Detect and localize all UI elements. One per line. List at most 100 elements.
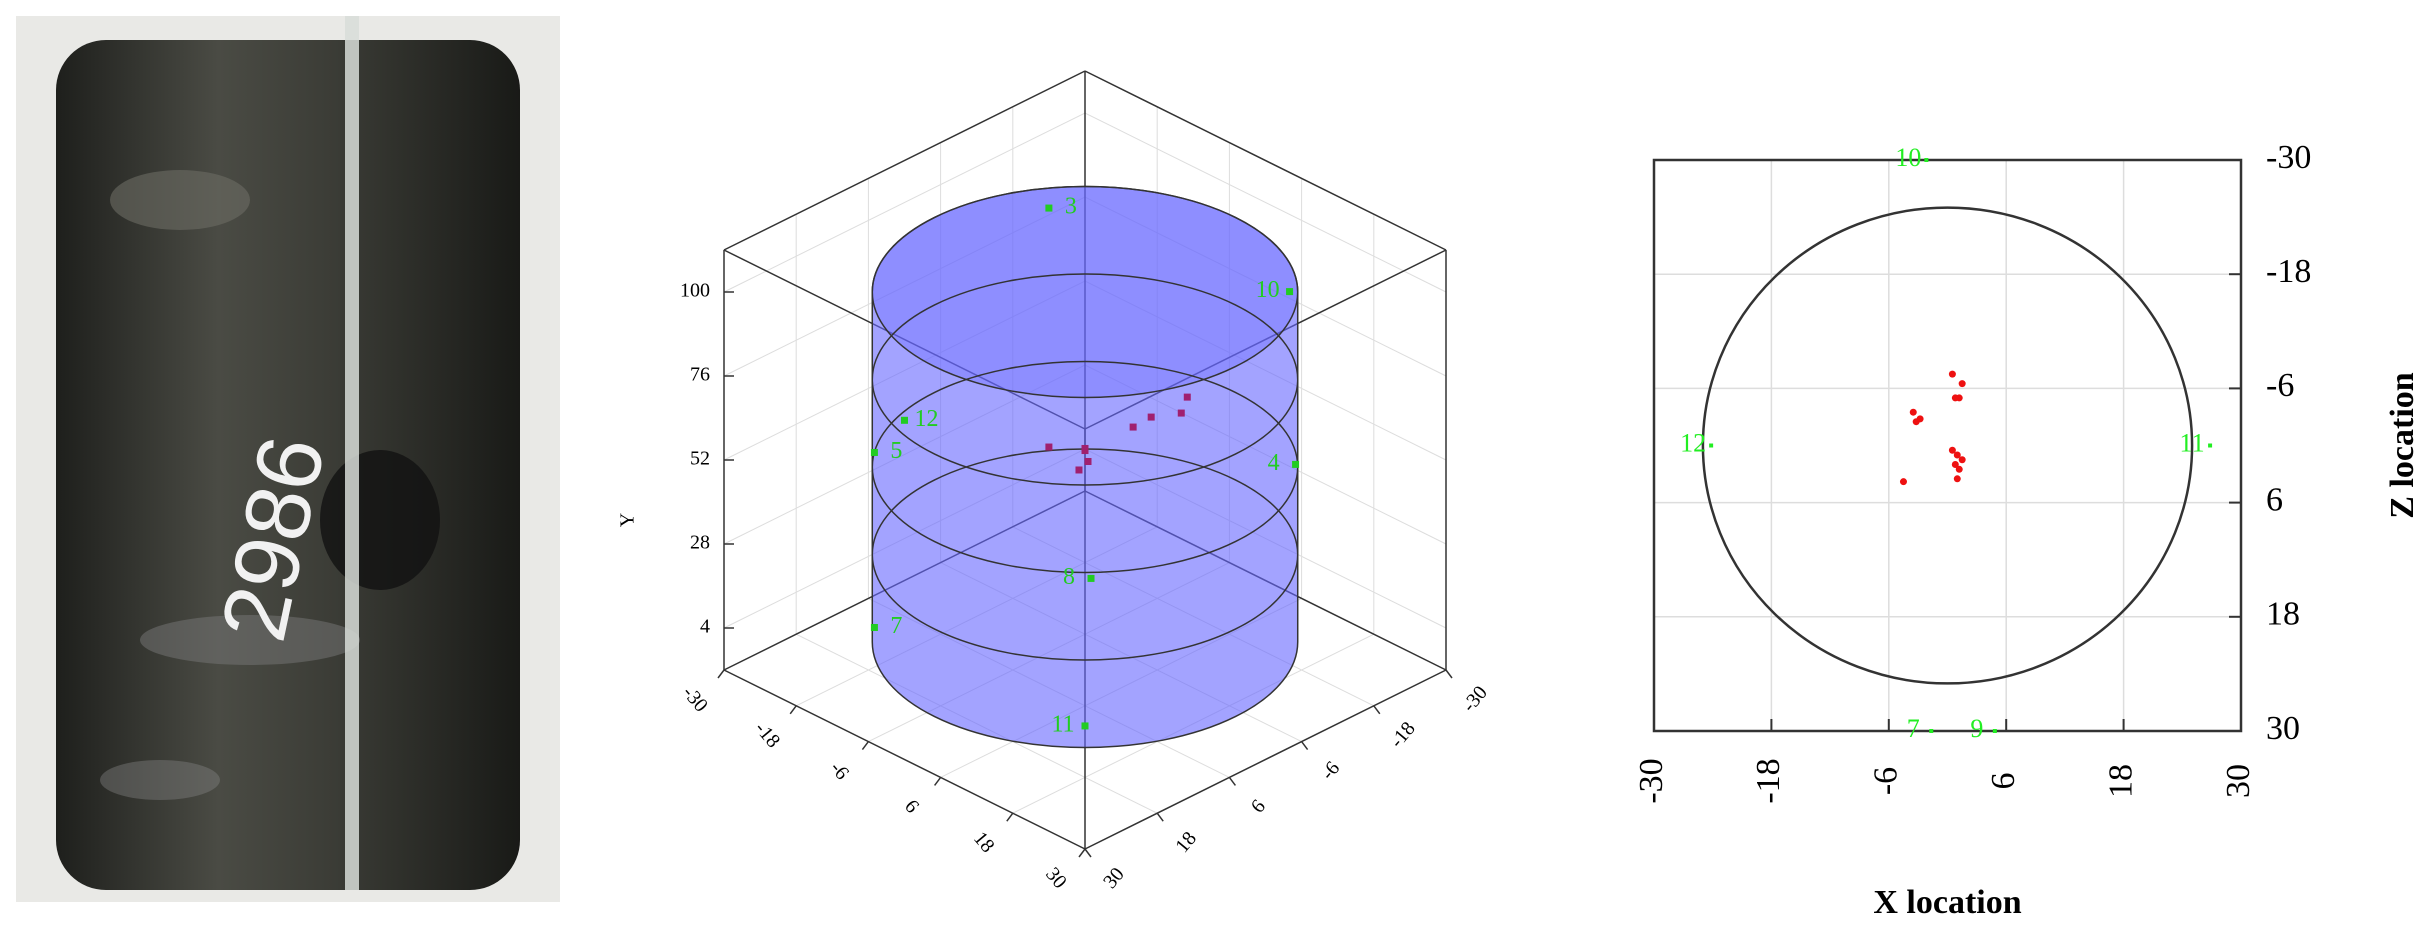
x-tick-label: -30 xyxy=(1633,758,1670,803)
marker-line xyxy=(345,16,359,890)
data-point xyxy=(1081,447,1089,455)
event xyxy=(1958,456,1966,464)
data-point xyxy=(1075,466,1083,474)
sensor-label: 7 xyxy=(1907,714,1920,743)
tick-mark xyxy=(1300,741,1309,751)
data-point xyxy=(901,416,908,424)
event xyxy=(1948,370,1956,378)
point-label: 7 xyxy=(890,613,902,639)
event xyxy=(1958,380,1966,388)
event xyxy=(1953,475,1961,483)
x-tick-label: -6 xyxy=(826,757,854,784)
sensor-label: 12 xyxy=(1680,428,1706,457)
event xyxy=(1916,415,1924,423)
z-tick-label: 30 xyxy=(1099,863,1129,892)
photo: 2986 xyxy=(16,16,560,902)
texture xyxy=(100,760,220,800)
x-tick-label: 18 xyxy=(969,828,999,857)
texture xyxy=(140,615,360,665)
sensor xyxy=(1924,158,1929,162)
z-tick-label: -30 xyxy=(1458,682,1492,717)
box-edge xyxy=(1084,70,1447,251)
x-axis-label: X location xyxy=(1873,884,2021,921)
y-axis-label: Y xyxy=(617,513,639,527)
sensor xyxy=(2208,443,2213,448)
box-edge xyxy=(1084,669,1447,850)
sensor-label: 10 xyxy=(1895,143,1921,172)
tick-mark xyxy=(1156,812,1164,822)
sensor xyxy=(1709,443,1714,448)
point-label: 12 xyxy=(915,406,939,432)
y-tick-label: -6 xyxy=(2266,367,2294,404)
y-tick-label: 18 xyxy=(2266,596,2300,633)
x-tick-label: -18 xyxy=(750,718,784,753)
data-point xyxy=(1286,288,1294,296)
texture xyxy=(110,170,250,230)
x-tick-label: -6 xyxy=(1868,767,1905,795)
z-tick-label: 6 xyxy=(1247,796,1270,818)
point-label: 11 xyxy=(1051,711,1074,737)
point-label: 4 xyxy=(1268,450,1280,476)
y-tick-label: 52 xyxy=(690,448,710,470)
sensor-label: 11 xyxy=(2180,428,2205,457)
x-tick-label: 30 xyxy=(1041,863,1071,892)
z-tick-label: -18 xyxy=(1386,718,1420,753)
x-tick-label: -18 xyxy=(1750,758,1787,803)
data-point xyxy=(870,448,878,456)
event xyxy=(1951,394,1959,402)
y-axis-label: Z location xyxy=(2384,372,2421,518)
tick-mark xyxy=(717,669,725,679)
event xyxy=(1955,465,1963,473)
x-tick-label: 18 xyxy=(2102,764,2139,798)
tick-mark xyxy=(1084,848,1092,858)
sensor xyxy=(1929,729,1934,733)
y-tick-label: 28 xyxy=(690,532,710,554)
data-point xyxy=(1177,409,1185,417)
event xyxy=(1909,408,1917,416)
box-edge xyxy=(723,669,1086,850)
tick-mark xyxy=(933,776,942,786)
data-point xyxy=(1081,722,1089,730)
specimen xyxy=(1701,206,2194,685)
data-point xyxy=(1045,443,1053,451)
z-tick-label: -6 xyxy=(1317,757,1345,784)
y-tick-label: 4 xyxy=(700,616,710,638)
data-point xyxy=(1292,460,1300,468)
y-tick-label: 6 xyxy=(2266,481,2283,518)
y-tick-label: 76 xyxy=(690,364,710,386)
data-point xyxy=(1147,413,1155,421)
y-tick-label: -18 xyxy=(2266,253,2311,290)
data-point xyxy=(1129,423,1137,431)
data-point xyxy=(1045,204,1053,212)
tick-mark xyxy=(1078,848,1086,858)
point-label: 3 xyxy=(1065,194,1077,220)
x-tick-label: 6 xyxy=(1985,773,2022,790)
box-edge xyxy=(723,70,1086,251)
x-tick-label: -30 xyxy=(678,682,712,717)
event xyxy=(1948,446,1956,454)
sensor xyxy=(1992,729,1997,733)
event xyxy=(1899,478,1907,486)
point-label: 8 xyxy=(1063,564,1075,590)
tick-mark xyxy=(1373,705,1381,715)
tick-mark xyxy=(861,741,870,751)
data-point xyxy=(870,623,878,631)
event xyxy=(1953,451,1961,459)
point-label: 5 xyxy=(890,438,902,464)
data-point xyxy=(1084,457,1092,465)
tick-mark xyxy=(1228,776,1237,786)
specimen-top xyxy=(871,185,1299,399)
x-tick-label: 6 xyxy=(900,796,923,818)
tick-mark xyxy=(1006,812,1014,822)
specimen-ring xyxy=(871,273,1299,486)
plot-frame xyxy=(1652,158,2243,733)
y-tick-label: -30 xyxy=(2266,139,2311,176)
event xyxy=(1951,461,1959,469)
y-tick-label: 30 xyxy=(2266,710,2300,747)
rock-core xyxy=(56,40,520,890)
z-tick-label: 18 xyxy=(1171,828,1201,857)
tick-mark xyxy=(789,705,797,715)
y-tick-label: 100 xyxy=(680,280,710,302)
tick-mark xyxy=(1445,669,1453,679)
